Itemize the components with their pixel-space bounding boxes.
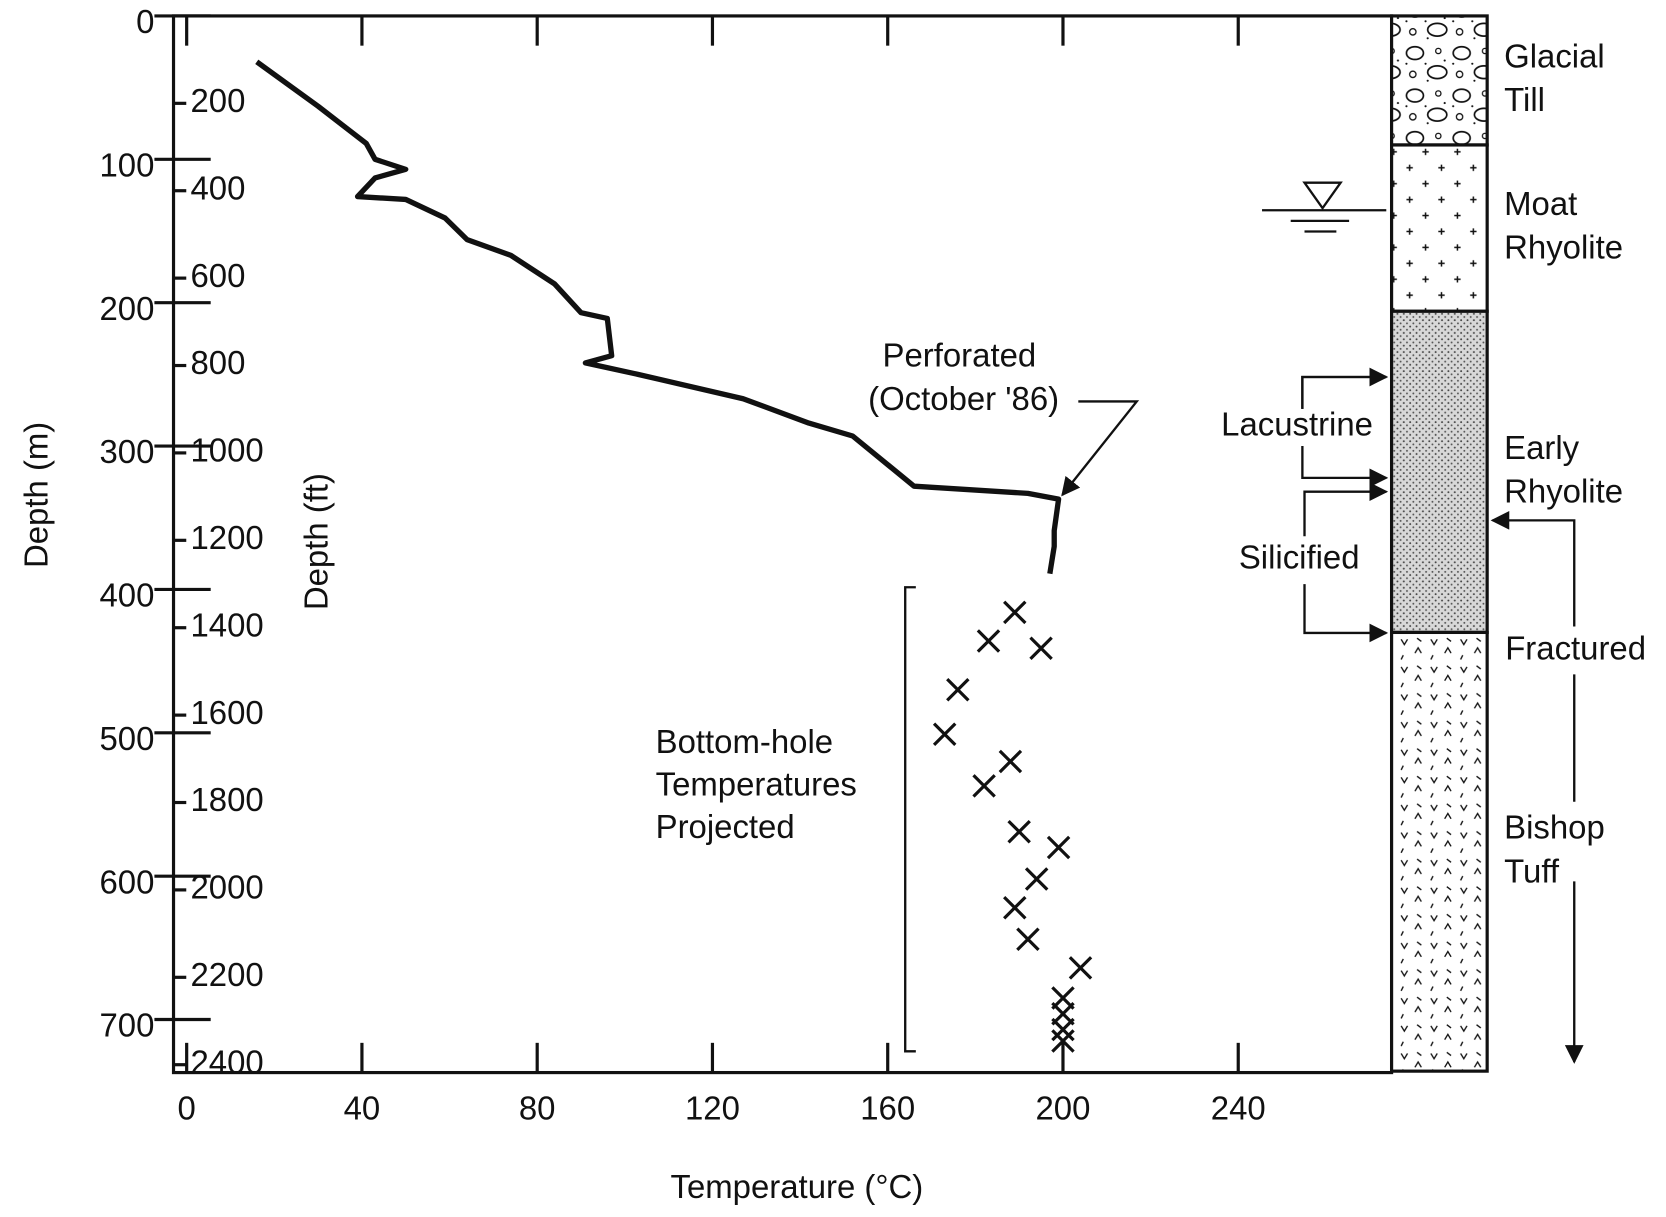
lithology-label: Till	[1504, 81, 1545, 118]
leader-arrow	[1061, 400, 1140, 497]
bracket	[904, 586, 916, 1053]
x-tick-label: 120	[685, 1090, 740, 1127]
annotation: Projected	[656, 808, 795, 845]
lithology-label: Rhyolite	[1504, 229, 1623, 266]
x-tick-label: 240	[1211, 1090, 1266, 1127]
x-marker	[932, 722, 957, 746]
lithology-label: Moat	[1504, 185, 1577, 222]
annotation: Perforated	[883, 337, 1037, 374]
y2-tick-label: 600	[191, 257, 246, 294]
x-marker	[1051, 1029, 1075, 1053]
y2-tick-label: 800	[191, 344, 246, 381]
x-marker	[976, 629, 1001, 653]
bracket-arrow	[1303, 482, 1389, 537]
y2-tick-label: 400	[191, 169, 246, 206]
y-tick-label: 700	[100, 1007, 155, 1044]
y2-tick-label: 200	[191, 82, 246, 119]
x-marker	[1007, 819, 1031, 844]
bracket-arrow	[1301, 367, 1389, 409]
x-axis-label: Temperature (°C)	[671, 1168, 924, 1205]
lithology-label: Rhyolite	[1504, 472, 1623, 509]
x-marker	[1051, 1017, 1075, 1042]
x-marker	[946, 678, 970, 702]
x-marker	[1003, 895, 1027, 920]
y-tick-label: 400	[100, 577, 155, 614]
y-axis-label: Depth (m)	[17, 422, 54, 568]
y-tick-label: 0	[136, 3, 154, 40]
water-table	[1262, 181, 1387, 233]
annotation: Temperatures	[656, 766, 857, 803]
x-marker	[998, 749, 1023, 774]
y2-tick-label: 1200	[191, 519, 264, 556]
y2-tick-label: 1400	[191, 606, 264, 643]
lithology-label: Bishop	[1504, 809, 1605, 846]
y2-tick-label: 1000	[191, 432, 264, 469]
x-marker	[1046, 835, 1071, 860]
annotation: (October '86)	[868, 380, 1059, 417]
y2-axis-label: Depth (ft)	[298, 473, 335, 610]
x-tick-label: 40	[344, 1090, 381, 1127]
y2-tick-label: 2400	[191, 1043, 264, 1080]
x-tick-label: 80	[519, 1090, 556, 1127]
lithology-label: Early	[1504, 429, 1580, 466]
x-tick-label: 160	[860, 1090, 915, 1127]
lithology-layer	[1389, 309, 1489, 635]
y-tick-label: 600	[100, 863, 155, 900]
lithology-label: Tuff	[1504, 852, 1560, 889]
y2-tick-label: 1800	[191, 781, 264, 818]
lithology-layer	[1389, 630, 1489, 1073]
y-tick-label: 100	[100, 146, 155, 183]
x-marker	[972, 774, 996, 798]
lithology-layer	[1389, 143, 1489, 313]
bracket-arrow	[1303, 584, 1389, 643]
y-tick-label: 500	[100, 720, 155, 757]
fracture-arrow	[1490, 511, 1576, 627]
y2-tick-label: 2200	[191, 956, 264, 993]
plot-frame	[171, 14, 1394, 1075]
annotation: Lacustrine	[1221, 406, 1373, 443]
annotation: Fractured	[1505, 630, 1646, 667]
x-marker	[1029, 636, 1053, 660]
x-marker	[1024, 867, 1049, 891]
y-tick-label: 300	[100, 433, 155, 470]
annotation: Bottom-hole	[656, 723, 833, 760]
y2-tick-label: 1600	[191, 694, 264, 731]
x-tick-label: 200	[1036, 1090, 1091, 1127]
x-tick-label: 0	[178, 1090, 196, 1127]
annotation: Silicified	[1239, 538, 1360, 575]
x-marker	[1068, 956, 1093, 980]
temperature-profile	[255, 59, 1062, 575]
x-marker	[1016, 927, 1040, 951]
x-marker	[1003, 600, 1027, 625]
y-tick-label: 200	[100, 290, 155, 327]
y2-tick-label: 2000	[191, 869, 264, 906]
lithology-layer	[1389, 14, 1489, 147]
lithology-label: Glacial	[1504, 37, 1605, 74]
